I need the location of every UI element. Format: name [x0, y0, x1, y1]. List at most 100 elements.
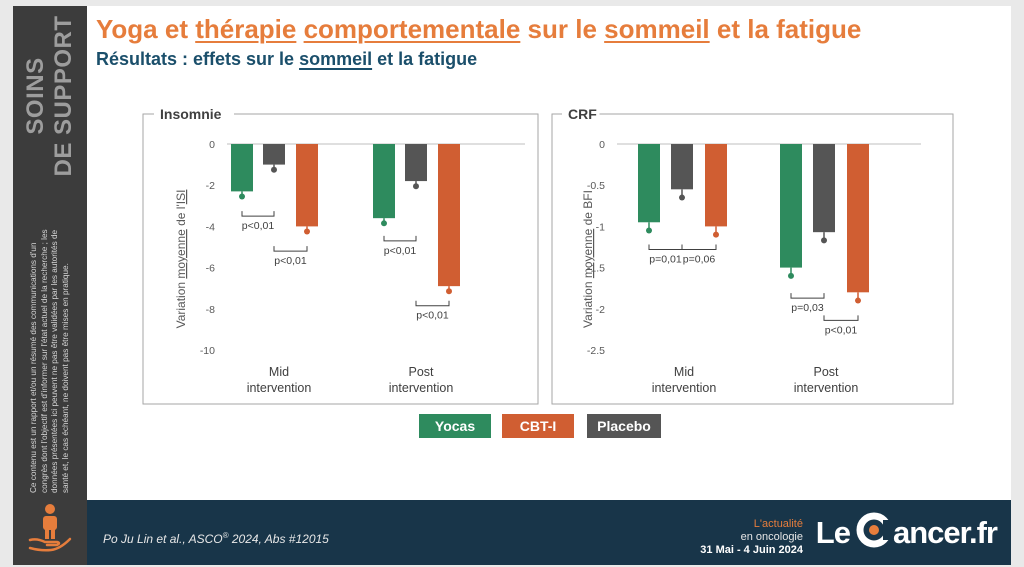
insomnia-error-dot	[381, 220, 387, 227]
insomnia-title-bg	[154, 106, 234, 122]
crf-significance-bracket	[648, 244, 683, 250]
crf-ylabel-part: de BFI	[581, 190, 595, 229]
crf-pvalue-label: p=0,03	[791, 302, 824, 314]
crf-category-label: intervention	[794, 381, 859, 395]
crf-bar-cbti	[847, 144, 869, 293]
crf-bar-placebo	[813, 144, 835, 233]
subtitle-part: Résultats : effets sur le	[96, 49, 300, 69]
insomnia-ytick-label: -4	[206, 221, 215, 233]
crf-error-dot	[713, 231, 719, 238]
footer-event-info: L'actualité en oncologie 31 Mai - 4 Juin…	[700, 518, 803, 557]
logo-c-icon	[856, 512, 892, 548]
subtitle-part: sommeil	[299, 49, 373, 69]
insomnia-pvalue-label: p<0,01	[242, 220, 275, 232]
caring-hand-icon	[28, 504, 72, 552]
crf-significance-bracket	[790, 293, 825, 299]
crf-ytick-label: -2	[596, 304, 605, 316]
crf-error-dot	[855, 297, 861, 304]
insomnia-category-label: intervention	[247, 381, 312, 395]
page-subtitle: Résultats : effets sur le sommeil et la …	[96, 49, 477, 70]
insomnia-error-dot	[413, 183, 419, 190]
citation: Po Ju Lin et al., ASCO® 2024, Abs #12015	[103, 531, 329, 546]
crf-ytick-label: -1.5	[587, 263, 605, 275]
crf-ylabel-part: moyenne	[581, 228, 595, 278]
crf-bar-placebo	[671, 144, 693, 190]
sidebar: SOINS DE SUPPORT Ce contenu est un rappo…	[13, 6, 87, 565]
crf-ytick-label: -2.5	[587, 345, 605, 357]
insomnia-ytick-label: -2	[206, 180, 215, 192]
crf-bar-yocas	[780, 144, 802, 268]
insomnia-bar-yocas	[373, 144, 395, 219]
citation-sup: ®	[222, 531, 229, 540]
crf-pvalue-label: p<0,01	[825, 324, 858, 336]
crf-ytick-label: 0	[599, 139, 605, 151]
crf-significance-bracket	[823, 315, 859, 321]
crf-frame	[551, 113, 954, 405]
crf-title-bg	[562, 106, 600, 122]
legend-yocas: Yocas	[419, 414, 491, 438]
title-part: thérapie	[195, 14, 297, 44]
insomnia-ylabel: Variation moyenne de l'ISI	[174, 190, 188, 329]
crf-category-label: Post	[813, 365, 839, 379]
crf-error-dot	[679, 194, 685, 201]
title-part: Yoga et	[96, 14, 196, 44]
crf-ytick-label: -0.5	[587, 180, 605, 192]
title-part: sur le	[520, 14, 605, 44]
crf-error-dot	[821, 237, 827, 244]
insomnia-error-dot	[446, 288, 452, 295]
insomnia-bar-cbti	[438, 144, 460, 287]
insomnia-pvalue-label: p<0,01	[416, 310, 449, 322]
insomnia-pvalue-label: p<0,01	[384, 245, 417, 257]
crf-ytick-label: -1	[596, 221, 605, 233]
crf-error-dot	[788, 272, 794, 279]
crf-error-dot	[646, 227, 652, 234]
page-title: Yoga et thérapie comportementale sur le …	[96, 14, 861, 45]
crf-significance-bracket	[681, 244, 717, 250]
insomnia-bar-placebo	[263, 144, 285, 165]
insomnia-ylabel-part: de l'	[174, 204, 188, 229]
title-part: comportementale	[303, 14, 521, 44]
footer-line1: L'actualité	[753, 518, 803, 530]
insomnia-pvalue-label: p<0,01	[274, 255, 307, 267]
insomnia-error-dot	[304, 228, 310, 235]
insomnia-error-dot	[271, 166, 277, 173]
logo-left: Le	[815, 515, 851, 550]
legend-cbt-i: CBT-I	[502, 414, 574, 438]
insomnia-bar-yocas	[231, 144, 253, 192]
insomnia-title: Insomnie	[160, 106, 222, 122]
brand-logo: Le ancer.fr	[815, 512, 998, 552]
crf-title: CRF	[568, 106, 597, 122]
logo-right: ancer.fr	[892, 515, 998, 550]
subtitle-part: et la fatigue	[372, 49, 478, 69]
crf-bar-cbti	[705, 144, 727, 227]
crf-pvalue-label: p=0,06	[683, 253, 716, 265]
legend-placebo: Placebo	[587, 414, 661, 438]
footer-line2: en oncologie	[740, 531, 803, 543]
insomnia-ylabel-part: ISI	[174, 190, 188, 205]
insomnia-frame	[142, 113, 539, 405]
citation-text: Po Ju Lin et al., ASCO	[103, 532, 223, 546]
insomnia-ytick-label: -6	[206, 263, 215, 275]
insomnia-significance-bracket	[241, 211, 275, 217]
crf-category-label: Mid	[674, 365, 694, 379]
footer-dates: 31 Mai - 4 Juin 2024	[700, 544, 803, 556]
footer: Po Ju Lin et al., ASCO® 2024, Abs #12015…	[87, 500, 1011, 565]
insomnia-bar-placebo	[405, 144, 427, 182]
insomnia-category-label: Post	[408, 365, 434, 379]
title-part: et la fatigue	[709, 14, 862, 44]
insomnia-category-label: intervention	[389, 381, 454, 395]
insomnia-significance-bracket	[273, 246, 308, 252]
crf-category-label: intervention	[652, 381, 717, 395]
insomnia-ylabel-part: Variation	[174, 279, 188, 329]
title-part: sommeil	[604, 14, 710, 44]
insomnia-error-dot	[239, 193, 245, 200]
crf-ylabel-part: Variation	[581, 278, 595, 328]
insomnia-category-label: Mid	[269, 365, 289, 379]
insomnia-ytick-label: 0	[209, 139, 215, 151]
crf-bar-yocas	[638, 144, 660, 223]
insomnia-ytick-label: -10	[200, 345, 215, 357]
insomnia-ylabel-part: moyenne	[174, 229, 188, 279]
insomnia-significance-bracket	[383, 235, 417, 242]
citation-end: 2024, Abs #12015	[228, 532, 329, 546]
